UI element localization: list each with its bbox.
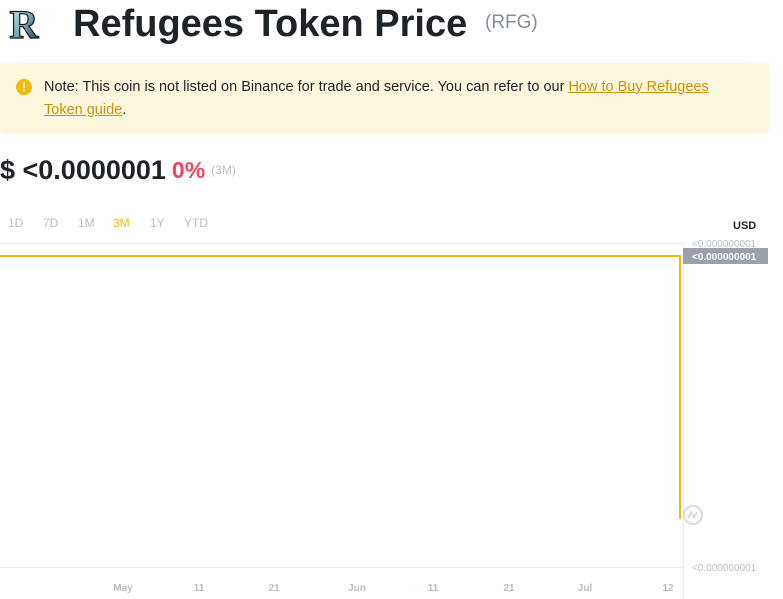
x-tick-label: 11 <box>428 583 439 594</box>
tab-ytd[interactable]: YTD <box>184 216 208 230</box>
page-title: Refugees Token Price <box>73 3 468 45</box>
change-period: (3M) <box>211 163 236 177</box>
notice-text-before: Note: This coin is not listed on Binance… <box>44 79 569 95</box>
svg-text:R: R <box>10 4 40 44</box>
refugees-token-logo-icon: R <box>9 4 40 44</box>
tab-3m[interactable]: 3M <box>113 216 130 230</box>
x-tick-label: May <box>113 583 133 594</box>
series-layer <box>0 255 681 519</box>
price-summary: $ <0.0000001 0% (3M) <box>0 152 236 188</box>
exclamation-icon: ! <box>16 79 32 95</box>
currency-label: USD <box>733 220 757 232</box>
y-tick-bottom: <0.000000001 <box>692 563 757 574</box>
tab-1d[interactable]: 1D <box>8 216 24 230</box>
x-tick-labels: May 11 21 Jun 11 21 Jul 12 <box>113 583 674 594</box>
y-tick-top: <0.000000001 <box>692 239 757 250</box>
notice-text: Note: This coin is not listed on Binance… <box>44 76 744 122</box>
price-chart[interactable]: <0.000000001 <0.000000001 May 11 21 Jun 11 21… <box>0 236 783 599</box>
x-tick-label: Jul <box>578 583 593 594</box>
x-tick-label: 21 <box>268 583 280 594</box>
notice-banner: ! Note: This coin is not listed on Binan… <box>0 63 769 134</box>
tab-7d[interactable]: 7D <box>43 216 59 230</box>
page-header: R Refugees Token Price (RFG) <box>0 0 783 52</box>
price-series-line <box>0 255 681 519</box>
notice-text-after: . <box>122 102 127 118</box>
x-tick-label: 12 <box>662 583 674 594</box>
price-change: 0% <box>171 157 206 183</box>
current-price-tag-text: <0.000000001 <box>692 252 757 263</box>
x-tick-label: 11 <box>194 583 205 594</box>
current-price-tag: <0.000000001 <box>683 248 768 264</box>
x-tick-label: Jun <box>348 583 366 594</box>
tab-1m[interactable]: 1M <box>78 216 95 230</box>
how-to-buy-guide-link[interactable]: How to Buy Refugees Token guide <box>44 79 709 118</box>
current-price: $ <0.0000001 <box>0 155 166 185</box>
token-symbol: (RFG) <box>485 12 538 33</box>
x-tick-label: 21 <box>503 583 515 594</box>
tab-1y[interactable]: 1Y <box>150 216 165 230</box>
coinmarketcap-icon <box>683 505 703 525</box>
